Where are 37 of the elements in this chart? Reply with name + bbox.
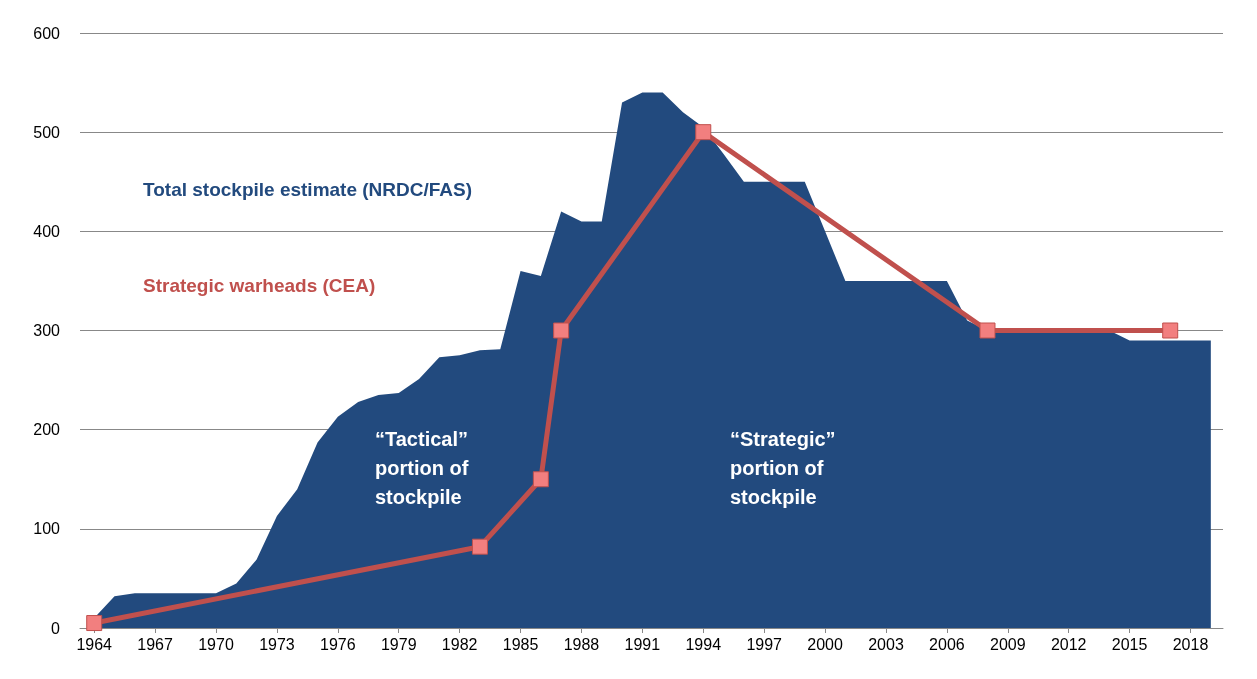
point — [532, 471, 549, 488]
annotation: “Tactical” portion of stockpile — [375, 427, 469, 508]
x-tick-label: 1964 — [76, 635, 113, 653]
point — [695, 124, 712, 141]
x-tick-label: 1973 — [259, 635, 295, 653]
x-tick-label: 1979 — [380, 635, 417, 653]
x-tick-label: 1985 — [502, 635, 539, 653]
y-tick-label: 500 — [33, 123, 61, 141]
x-tick-label: 1988 — [563, 635, 600, 653]
x-tick-label: 1970 — [198, 635, 234, 653]
annotation: “Strategic” portion of stockpile — [730, 427, 836, 508]
x-tick-label: 1991 — [624, 635, 661, 653]
y-tick-label: 200 — [33, 421, 61, 439]
x-tick-label: 2003 — [868, 635, 904, 653]
x-tick-label: 1967 — [137, 635, 174, 653]
point — [471, 538, 488, 555]
y-tick-label: 100 — [33, 520, 61, 538]
text: Total stockpile estimate (NRDC/FAS) — [143, 179, 473, 200]
x-tick-label: 1994 — [685, 635, 722, 653]
x-tick-label: 1982 — [441, 635, 478, 653]
y-tick-label: 0 — [51, 619, 61, 637]
y-tick-label: 400 — [33, 222, 61, 240]
x-tick-label: 1976 — [320, 635, 356, 653]
y-tick-label: 600 — [33, 24, 61, 42]
x-tick-label: 2006 — [929, 635, 965, 653]
x-tick-label: 2012 — [1050, 635, 1087, 653]
y-tick-label: 300 — [33, 322, 61, 339]
x-tick-label: 2009 — [990, 635, 1026, 653]
x-tick-label: 2015 — [1111, 635, 1148, 653]
point — [86, 615, 103, 632]
text: Strategic warheads (CEA) — [143, 275, 376, 296]
point — [553, 322, 570, 339]
x-tick-label: 1997 — [746, 635, 783, 653]
point — [1162, 322, 1179, 339]
x-tick-label: 2018 — [1172, 635, 1209, 653]
point — [979, 322, 996, 339]
x-tick-label: 2000 — [807, 635, 843, 653]
